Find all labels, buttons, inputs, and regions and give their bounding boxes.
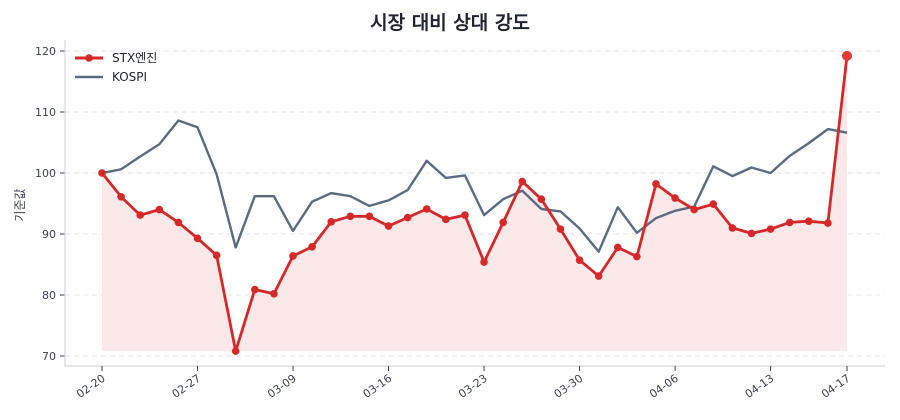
y-tick-label: 100: [35, 167, 56, 180]
data-point: [804, 217, 813, 225]
data-point: [766, 225, 775, 233]
data-point: [671, 194, 679, 202]
data-point: [613, 243, 622, 252]
data-point: [117, 192, 125, 201]
data-point: [174, 218, 183, 227]
y-tick-label: 110: [35, 106, 56, 119]
data-point: [442, 215, 450, 224]
data-point: [652, 180, 660, 188]
series-line-KOSPI: [101, 119, 848, 253]
data-point: [308, 243, 316, 251]
data-point: [231, 347, 240, 355]
series-lines: [98, 50, 852, 355]
data-point: [403, 213, 412, 222]
stx-area-fill: [102, 55, 847, 352]
data-point: [747, 229, 756, 238]
data-point: [728, 224, 737, 232]
x-tick-label: 02-27: [170, 372, 204, 401]
data-point: [346, 212, 355, 221]
data-point: [327, 218, 336, 226]
data-point: [785, 218, 794, 227]
data-point: [422, 205, 431, 213]
x-tick-label: 04-06: [647, 372, 681, 401]
x-tick-label: 02-20: [74, 372, 108, 401]
chart-title: 시장 대비 상대 강도: [370, 12, 530, 34]
data-point: [575, 256, 584, 265]
data-point: [384, 222, 393, 230]
data-point: [136, 211, 145, 219]
legend-label: STX엔진: [112, 51, 157, 65]
x-tick-label: 03-16: [361, 372, 395, 401]
y-tick-label: 120: [35, 45, 56, 58]
area-fill: [102, 55, 847, 352]
data-point: [518, 177, 527, 186]
data-point: [251, 285, 259, 294]
x-tick-label: 03-09: [265, 372, 299, 401]
data-point: [461, 211, 469, 219]
y-tick-label: 70: [42, 350, 56, 363]
data-point: [212, 251, 221, 260]
data-point: [289, 252, 297, 260]
data-point: [98, 169, 106, 177]
x-tick-label: 03-23: [456, 372, 490, 401]
y-axis-title: 기준값: [13, 188, 27, 221]
data-point: [537, 195, 546, 204]
data-point: [824, 219, 832, 227]
data-point: [633, 252, 641, 261]
x-tick-label: 04-17: [819, 372, 853, 401]
data-point: [556, 225, 565, 233]
legend-marker: [85, 54, 93, 62]
legend-label: KOSPI: [112, 70, 147, 84]
y-tick-label: 90: [42, 228, 56, 241]
x-tick-label: 03-30: [552, 372, 586, 401]
data-point: [842, 50, 852, 61]
data-point: [193, 234, 202, 243]
data-point: [499, 218, 507, 227]
series-line-STX엔진: [100, 55, 849, 353]
x-tick-label: 04-13: [743, 372, 777, 401]
data-point: [365, 212, 374, 221]
data-point: [594, 272, 603, 280]
data-point: [155, 205, 164, 214]
data-point: [270, 289, 278, 298]
legend: STX엔진 KOSPI: [75, 51, 157, 84]
data-point: [709, 200, 718, 208]
data-point: [690, 205, 698, 214]
y-tick-label: 80: [42, 289, 56, 302]
data-point: [480, 258, 488, 266]
